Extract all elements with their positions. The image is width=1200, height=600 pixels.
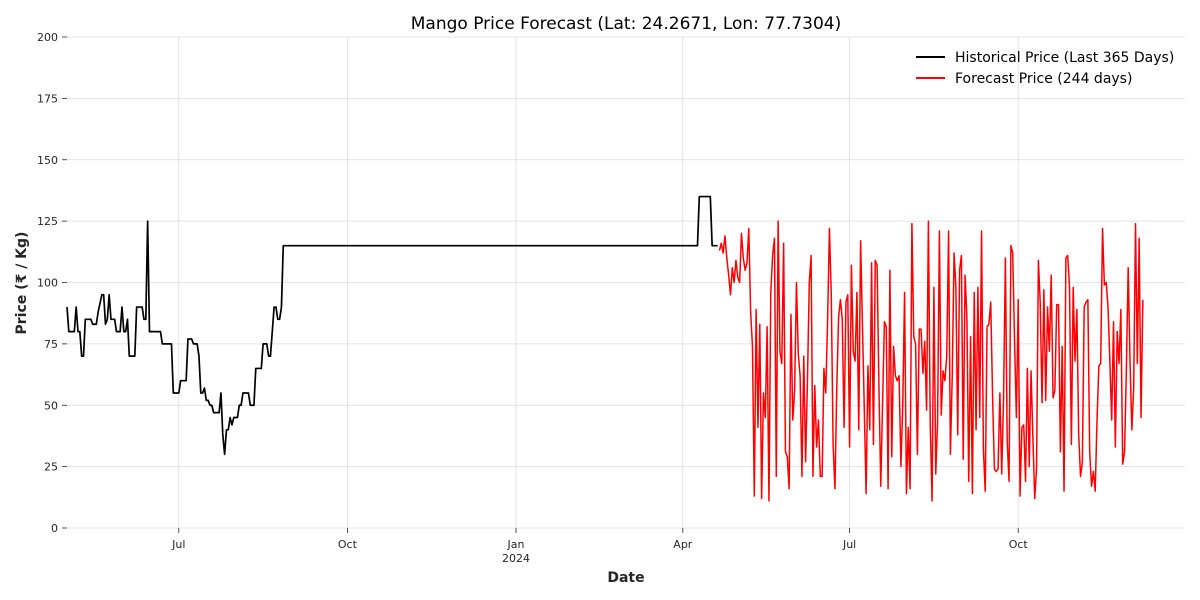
x-tick-label: Jan [507, 538, 525, 551]
x-tick-label: Jul [171, 538, 185, 551]
x-tick-label: Apr [673, 538, 693, 551]
historical-price-line [66, 195, 718, 456]
chart-title: Mango Price Forecast (Lat: 24.2671, Lon:… [411, 14, 842, 34]
y-tick-label: 125 [37, 215, 58, 228]
y-tick-label: 0 [51, 522, 58, 535]
y-tick-label: 75 [44, 338, 58, 351]
legend-entry: Historical Price (Last 365 Days) [955, 50, 1174, 66]
x-tick-label: Jul [842, 538, 856, 551]
legend: Historical Price (Last 365 Days) Forecast… [916, 50, 1174, 87]
x-axis-label: Date [607, 570, 644, 586]
y-axis-label: Price (₹ / Kg) [14, 232, 30, 335]
y-tick-label: 150 [37, 154, 58, 167]
y-tick-label: 100 [37, 277, 58, 290]
y-tick-label: 50 [44, 399, 58, 412]
y-tick-label: 200 [37, 31, 58, 44]
x-tick-year-label: 2024 [502, 552, 530, 565]
grid-lines [67, 36, 1185, 529]
x-tick-label: Oct [1009, 538, 1029, 551]
forecast-price-line [718, 220, 1144, 502]
y-axis: 0 25 50 75 100 125 150 175 200 [37, 31, 67, 535]
x-tick-label: Oct [338, 538, 358, 551]
series-lines [66, 195, 1144, 502]
legend-entry: Forecast Price (244 days) [955, 71, 1132, 87]
y-tick-label: 25 [44, 461, 58, 474]
y-tick-label: 175 [37, 92, 58, 105]
